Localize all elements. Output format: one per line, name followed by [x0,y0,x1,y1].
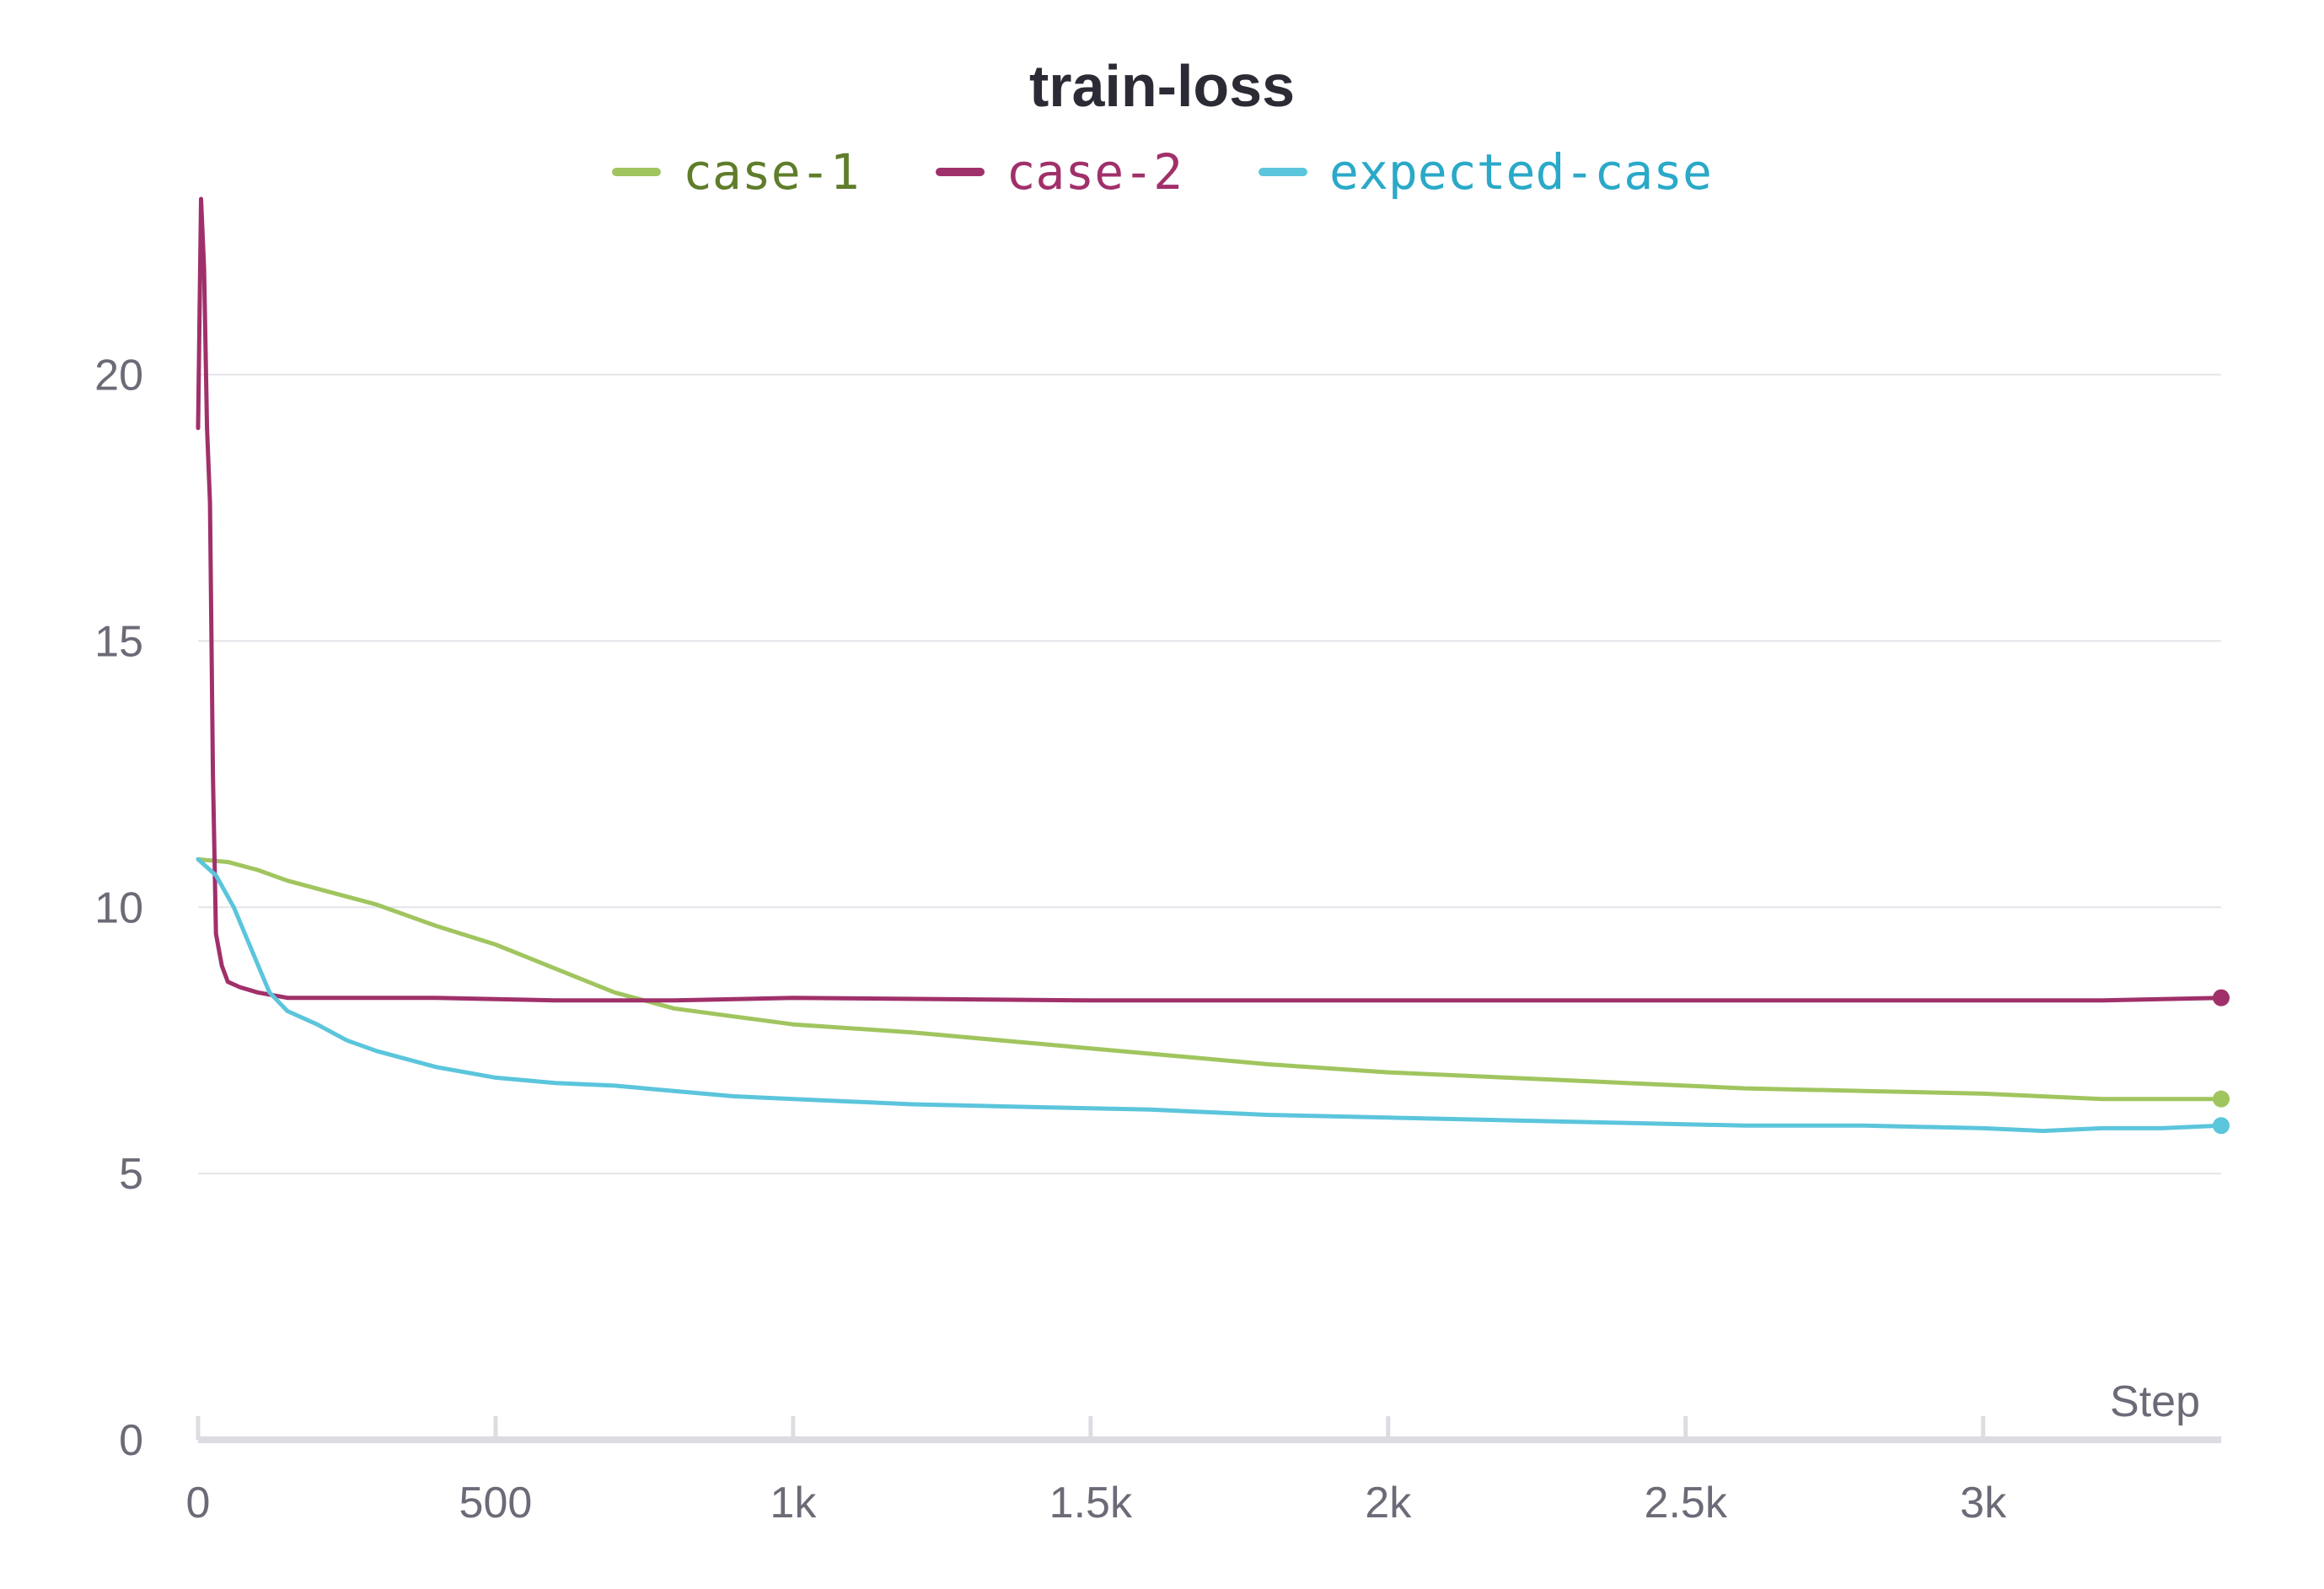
series-end-marker-case-1 [2213,1090,2230,1108]
x-tick-label: 2.5k [1645,1479,1728,1527]
y-tick-label: 20 [94,352,143,400]
y-tick-label: 5 [119,1150,143,1199]
legend-label-expected-case: expected-case [1329,143,1712,201]
series-layer [196,196,2230,1135]
x-tick-label: 3k [1960,1479,2007,1527]
grid-layer [198,373,2221,1175]
y-tick-label: 15 [94,617,143,666]
series-end-marker-case-2 [2213,989,2230,1007]
legend-label-case-1: case-1 [683,143,860,201]
legend-label-case-2: case-2 [1006,143,1183,201]
y-tick-label: 10 [94,883,143,932]
x-axis-label: Step [2110,1377,2200,1426]
axis-layer: 0 5 10 15 20 0 500 1k 1.5k 2k 2.5k 3k [94,352,2221,1527]
legend-item-expected-case[interactable]: expected-case [1259,143,1712,201]
series-line-case-2[interactable] [196,196,2224,1003]
series-line-expected-case[interactable] [196,856,2224,1134]
x-tick-label: 1.5k [1049,1479,1133,1527]
x-tick-label: 2k [1365,1479,1412,1527]
series-end-marker-expected-case [2213,1117,2230,1135]
legend-item-case-2[interactable]: case-2 [935,143,1183,201]
chart-title: train-loss [1028,53,1296,119]
legend: case-1 case-2 expected-case [0,143,2324,201]
legend-item-case-1[interactable]: case-1 [612,143,860,201]
x-tick-label: 1k [770,1479,817,1527]
series-line-case-1[interactable] [196,856,2224,1102]
legend-swatch-case-1 [612,168,661,176]
legend-swatch-case-2 [935,168,985,176]
legend-swatch-expected-case [1259,168,1308,176]
x-tick-label: 500 [459,1479,533,1527]
y-tick-label: 0 [119,1416,143,1465]
x-tick-label: 0 [186,1479,211,1527]
